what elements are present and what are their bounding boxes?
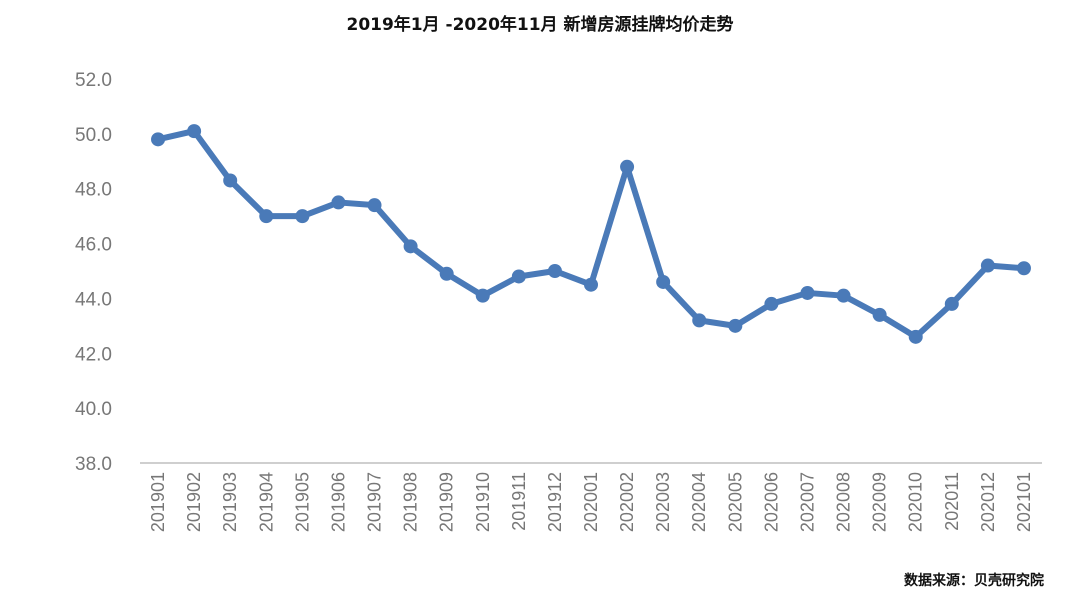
y-tick-label: 52.0 xyxy=(75,70,112,91)
data-point xyxy=(259,209,274,224)
x-tick-label: 201905 xyxy=(292,472,312,532)
x-tick-label: 201912 xyxy=(545,472,565,532)
data-point xyxy=(295,209,310,224)
x-tick-label: 202004 xyxy=(689,472,709,532)
y-tick-label: 42.0 xyxy=(75,344,112,365)
y-tick-label: 38.0 xyxy=(75,454,112,475)
data-point xyxy=(403,239,418,254)
data-point xyxy=(331,195,346,210)
data-point xyxy=(872,307,887,322)
x-tick-label: 202008 xyxy=(834,472,854,532)
x-tick-label: 202007 xyxy=(797,472,817,532)
data-point xyxy=(367,198,382,213)
data-point xyxy=(836,288,851,303)
y-axis-tick-labels: 52.0 50.0 48.0 46.0 44.0 42.0 40.0 38.0 xyxy=(75,70,112,475)
x-tick-label: 202005 xyxy=(725,472,745,532)
data-point xyxy=(908,329,923,344)
x-tick-label: 202003 xyxy=(653,472,673,532)
data-point xyxy=(980,258,995,273)
x-tick-label: 202002 xyxy=(617,472,637,532)
data-point xyxy=(151,132,166,147)
x-tick-label: 202009 xyxy=(870,472,890,532)
data-point xyxy=(511,269,526,284)
data-point xyxy=(728,318,743,333)
x-tick-label: 202101 xyxy=(1014,472,1034,532)
x-tick-label: 201909 xyxy=(437,472,457,532)
x-tick-label: 201907 xyxy=(365,472,385,532)
data-point xyxy=(223,173,238,188)
data-point xyxy=(439,266,454,281)
data-point xyxy=(692,313,707,328)
x-tick-label: 202011 xyxy=(942,472,962,531)
x-tick-label: 201902 xyxy=(184,472,204,532)
x-tick-label: 202001 xyxy=(581,472,601,532)
source-note: 数据来源：贝壳研究院 xyxy=(904,573,1044,589)
x-tick-label: 201903 xyxy=(220,472,240,532)
data-point xyxy=(620,159,635,174)
chart-title: 2019年1月 -2020年11月 新增房源挂牌均价走势 xyxy=(346,15,734,35)
data-point xyxy=(944,296,959,311)
x-tick-label: 202010 xyxy=(906,472,926,532)
x-tick-label: 201906 xyxy=(328,472,348,532)
data-points xyxy=(151,124,1031,344)
x-tick-label: 201901 xyxy=(148,472,168,532)
x-tick-label: 201911 xyxy=(509,472,529,531)
x-tick-label: 202006 xyxy=(761,472,781,532)
y-tick-label: 46.0 xyxy=(75,235,112,256)
data-point xyxy=(1016,261,1031,276)
data-point xyxy=(475,288,490,303)
data-point xyxy=(187,124,202,139)
y-tick-label: 50.0 xyxy=(75,125,112,146)
data-point xyxy=(547,264,562,278)
x-tick-label: 201908 xyxy=(401,472,421,532)
x-tick-label: 201904 xyxy=(256,472,276,532)
data-point xyxy=(656,274,671,289)
data-point xyxy=(584,277,598,292)
y-tick-label: 44.0 xyxy=(75,289,112,310)
x-axis-tick-labels: 201901 201902 201903 201904 201905 201906 2019… xyxy=(148,472,1034,532)
x-tick-label: 201910 xyxy=(473,472,493,532)
y-tick-label: 48.0 xyxy=(75,180,112,201)
series-line xyxy=(155,128,1027,340)
data-point xyxy=(764,296,779,311)
y-tick-label: 40.0 xyxy=(75,399,112,420)
data-point xyxy=(800,285,815,300)
x-tick-label: 202012 xyxy=(978,472,998,532)
